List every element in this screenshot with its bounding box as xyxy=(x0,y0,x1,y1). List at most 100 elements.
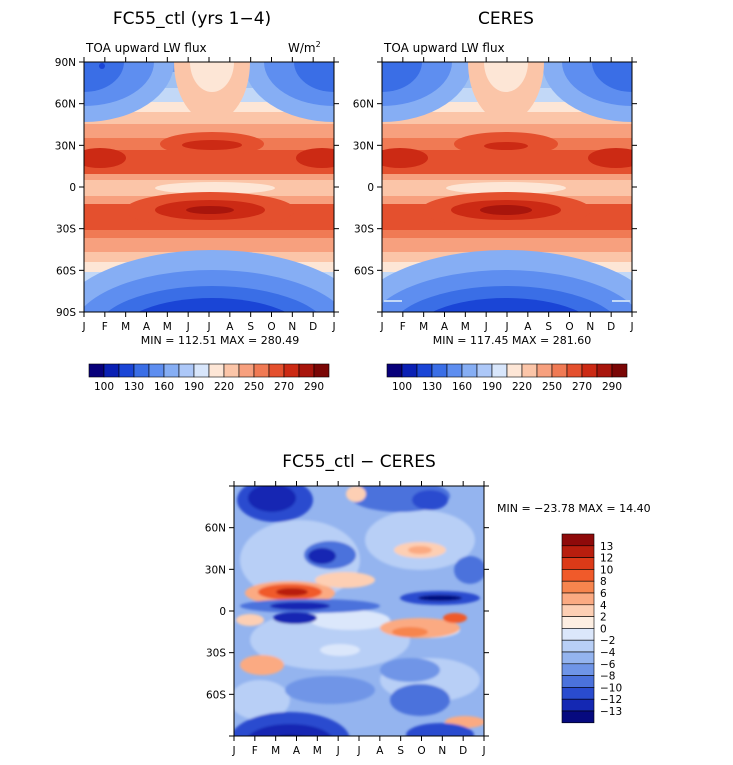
colorbar-label: 10 xyxy=(600,564,613,576)
colorbar-swatch xyxy=(208,363,225,378)
x-tick-label: S xyxy=(545,321,552,333)
colorbar-label: 220 xyxy=(214,381,234,393)
x-tick-label: D xyxy=(607,321,615,333)
x-tick-label: O xyxy=(267,321,275,333)
colorbar-label: −4 xyxy=(600,647,616,659)
colorbar-label: −8 xyxy=(600,671,615,683)
colorbar-swatch xyxy=(561,675,595,688)
colorbar-swatch xyxy=(581,363,598,378)
x-tick-label: J xyxy=(481,745,485,757)
colorbar-swatch xyxy=(193,363,210,378)
colorbar-label: 130 xyxy=(422,381,442,393)
x-tick-label: M xyxy=(419,321,428,333)
x-tick-label: J xyxy=(379,321,383,333)
colorbar-label: 270 xyxy=(572,381,592,393)
x-tick-label: J xyxy=(336,745,340,757)
x-tick-label: N xyxy=(288,321,296,333)
panel-obs-colorbar: 100 130 160 190 220 250 270 290 xyxy=(386,363,628,393)
colorbar-swatch xyxy=(401,363,418,378)
x-tick-label: A xyxy=(293,745,301,757)
colorbar-swatch xyxy=(431,363,448,378)
colorbar-label: 100 xyxy=(94,381,114,393)
colorbar-label: −6 xyxy=(600,659,616,671)
y-tick-label: 90N xyxy=(55,57,76,69)
panel-obs-stats: MIN = 117.45 MAX = 281.60 xyxy=(433,334,591,347)
colorbar-label: 2 xyxy=(600,612,607,624)
colorbar-label: 130 xyxy=(124,381,144,393)
x-tick-label: O xyxy=(417,745,425,757)
y-tick-label: 0 xyxy=(69,182,76,194)
x-tick-label: F xyxy=(252,745,258,757)
x-tick-label: N xyxy=(438,745,446,757)
colorbar-swatch xyxy=(551,363,568,378)
y-tick-label: 30N xyxy=(205,564,226,576)
y-tick-label: 90S xyxy=(56,307,76,319)
y-tick-label: 60S xyxy=(206,689,226,701)
panel-obs-variable: TOA upward LW flux xyxy=(383,41,505,55)
panel-obs-title: CERES xyxy=(478,9,534,29)
colorbar-label: 190 xyxy=(184,381,204,393)
colorbar-swatch xyxy=(253,363,270,378)
colorbar-swatch xyxy=(268,363,285,378)
panel-model-units: W/m2 xyxy=(288,40,321,55)
colorbar-swatch xyxy=(283,363,300,378)
colorbar-swatch xyxy=(133,363,150,378)
colorbar-swatch xyxy=(561,580,595,594)
colorbar-label: 100 xyxy=(392,381,412,393)
colorbar-label: −12 xyxy=(600,694,622,706)
colorbar-label: −13 xyxy=(600,706,622,718)
panel-model-map xyxy=(84,62,334,312)
colorbar-label: 290 xyxy=(602,381,622,393)
colorbar-swatch xyxy=(118,363,135,378)
x-tick-label: S xyxy=(247,321,254,333)
colorbar-swatch xyxy=(561,557,595,570)
x-tick-label: J xyxy=(206,321,210,333)
x-tick-label: J xyxy=(231,745,235,757)
x-tick-label: S xyxy=(397,745,404,757)
colorbar-swatch xyxy=(596,363,613,378)
colorbar-label: 250 xyxy=(542,381,562,393)
colorbar-swatch xyxy=(561,698,595,712)
y-tick-label: 60N xyxy=(353,99,374,111)
colorbar-label: 220 xyxy=(512,381,532,393)
colorbar-swatch xyxy=(416,363,433,378)
y-tick-label: 60S xyxy=(56,265,76,277)
colorbar-swatch xyxy=(238,363,255,378)
x-tick-label: N xyxy=(586,321,594,333)
colorbar-label: 250 xyxy=(244,381,264,393)
y-tick-label: 30S xyxy=(56,224,76,236)
y-tick-label: 0 xyxy=(219,606,226,618)
colorbar-swatch xyxy=(521,363,538,378)
colorbar-swatch xyxy=(461,363,478,378)
x-tick-label: A xyxy=(143,321,151,333)
colorbar-label: 12 xyxy=(600,553,613,565)
y-tick-label: 30S xyxy=(354,224,374,236)
panel-diff-map xyxy=(234,486,484,736)
colorbar-label: 8 xyxy=(600,576,607,588)
x-tick-label: J xyxy=(629,321,633,333)
colorbar-swatch xyxy=(163,363,180,378)
x-tick-label: D xyxy=(459,745,467,757)
colorbar-swatch xyxy=(561,639,595,653)
colorbar-swatch xyxy=(178,363,195,378)
y-tick-label: 60N xyxy=(205,523,226,535)
colorbar-swatch xyxy=(561,651,595,665)
x-tick-label: M xyxy=(163,321,172,333)
colorbar-swatch xyxy=(561,710,595,724)
x-tick-label: M xyxy=(313,745,322,757)
colorbar-swatch xyxy=(313,363,330,378)
colorbar-swatch xyxy=(561,628,595,641)
colorbar-swatch xyxy=(561,663,595,676)
panel-model-stats: MIN = 112.51 MAX = 280.49 xyxy=(141,334,299,347)
x-tick-label: A xyxy=(524,321,532,333)
colorbar-swatch xyxy=(561,604,595,617)
x-tick-label: J xyxy=(504,321,508,333)
colorbar-label: 6 xyxy=(600,588,607,600)
colorbar-swatch xyxy=(476,363,493,378)
colorbar-label: −2 xyxy=(600,635,615,647)
x-tick-label: J xyxy=(81,321,85,333)
